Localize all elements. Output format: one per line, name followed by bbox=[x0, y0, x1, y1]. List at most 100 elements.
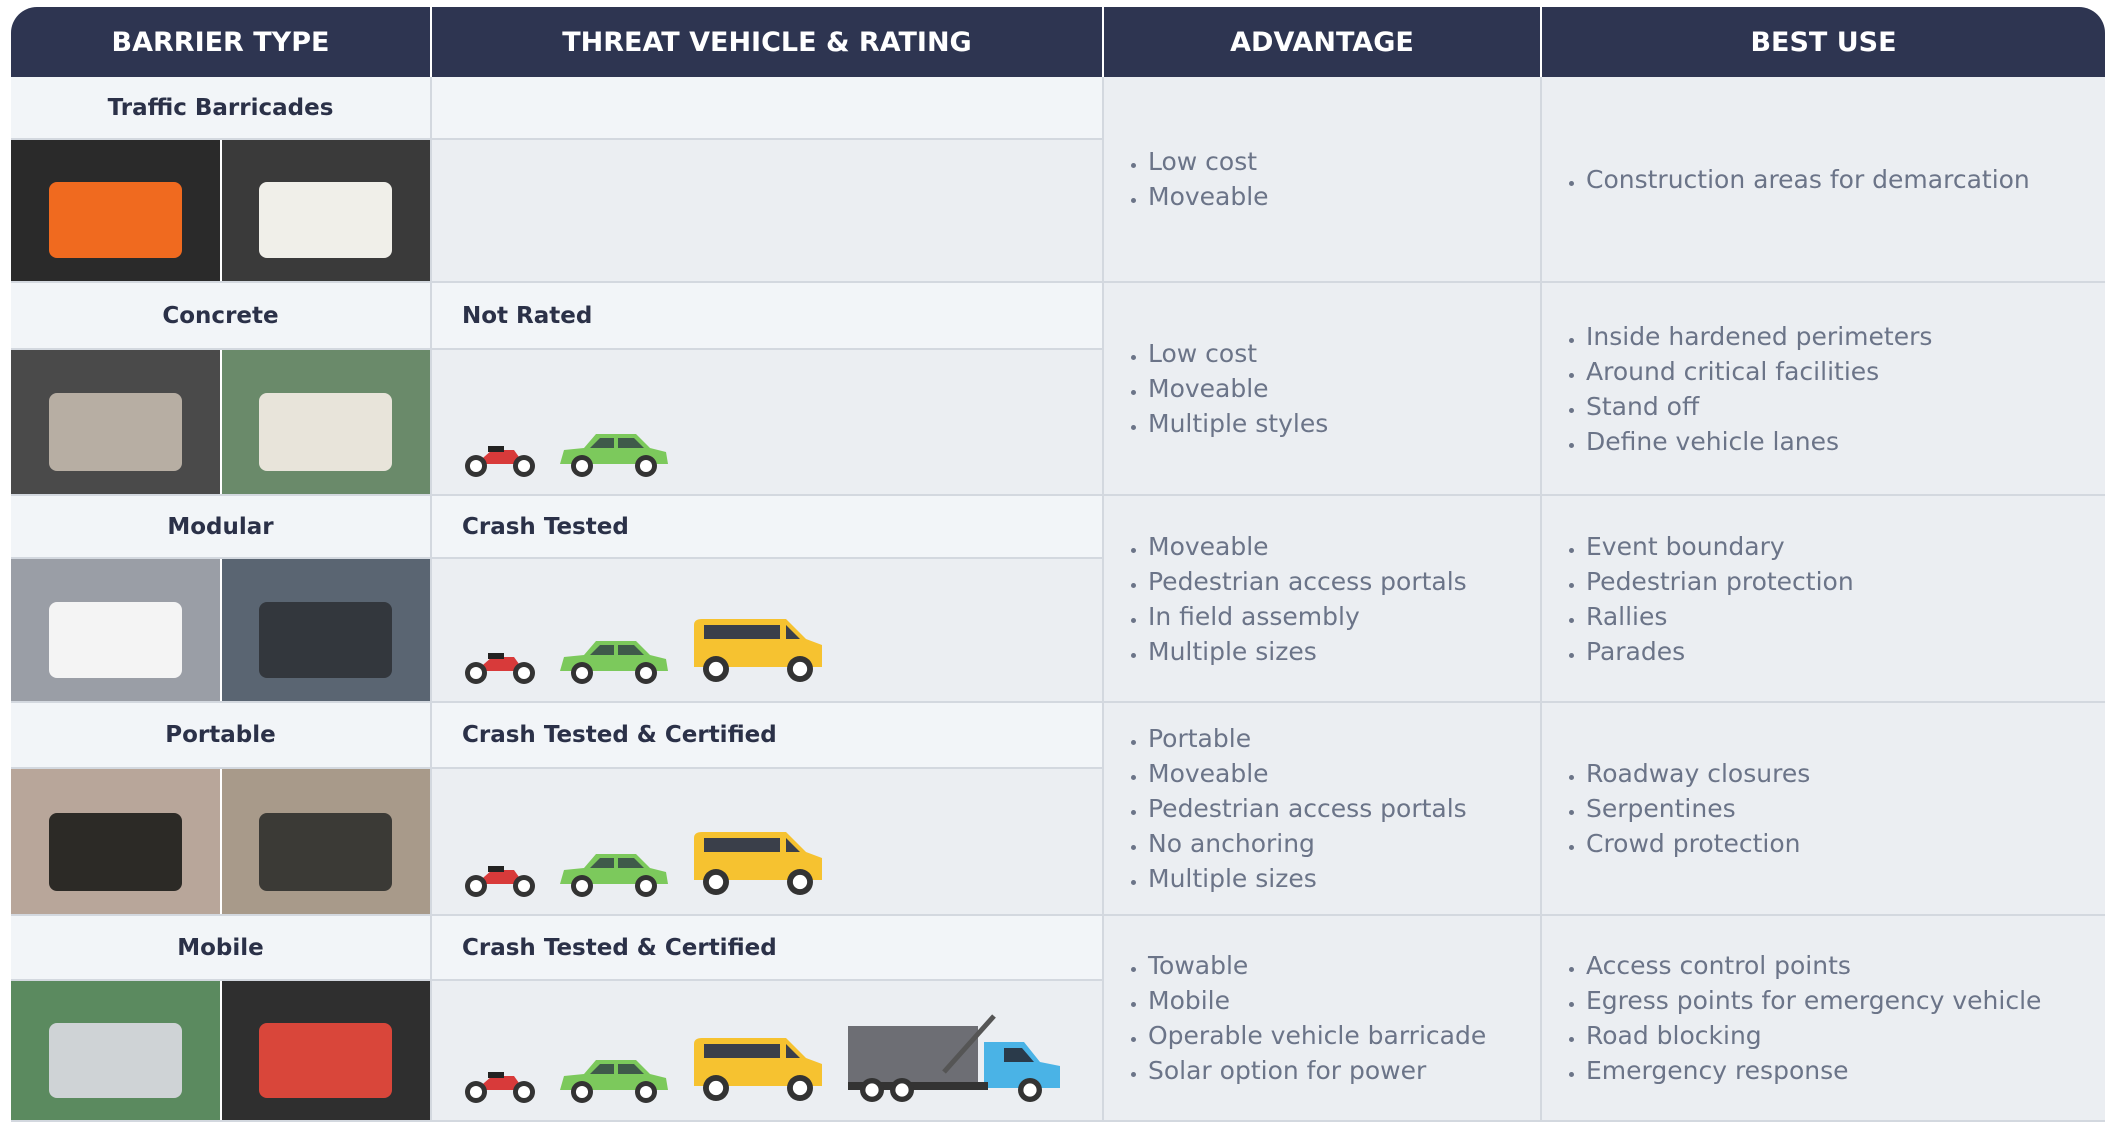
list-item: No anchoring bbox=[1148, 826, 1467, 861]
barrier-type: Traffic Barricades bbox=[11, 77, 432, 140]
list-item: Solar option for power bbox=[1148, 1053, 1486, 1088]
list-item: Pedestrian access portals bbox=[1148, 564, 1467, 599]
list-item: Around critical facilities bbox=[1586, 354, 1932, 389]
list-item: Portable bbox=[1148, 721, 1467, 756]
list-item: Construction areas for demarcation bbox=[1586, 162, 2030, 197]
best-use-list: Construction areas for demarcation bbox=[1542, 162, 2030, 197]
photo bbox=[222, 140, 431, 281]
list-item: Multiple sizes bbox=[1148, 861, 1467, 896]
photo bbox=[222, 559, 431, 701]
threat-rating: Crash Tested & Certified bbox=[432, 703, 1104, 769]
motorcycle-icon bbox=[462, 1060, 538, 1104]
photo bbox=[11, 559, 222, 701]
list-item: Mobile bbox=[1148, 983, 1486, 1018]
list-item: Egress points for emergency vehicle bbox=[1586, 983, 2041, 1018]
threat-rating: Not Rated bbox=[432, 283, 1104, 350]
list-item: Pedestrian access portals bbox=[1148, 791, 1467, 826]
photo-subject bbox=[259, 182, 392, 258]
best-use-cell: Access control pointsEgress points for e… bbox=[1542, 916, 2105, 1122]
list-item: Low cost bbox=[1148, 336, 1328, 371]
list-item: Access control points bbox=[1586, 948, 2041, 983]
barrier-type: Concrete bbox=[11, 283, 432, 350]
threat-vehicles bbox=[432, 140, 1104, 283]
photo-subject bbox=[49, 813, 182, 891]
threat-rating bbox=[432, 77, 1104, 140]
barrier-photo bbox=[11, 140, 432, 283]
photo-subject bbox=[259, 393, 392, 471]
list-item: Crowd protection bbox=[1586, 826, 1810, 861]
photo-subject bbox=[259, 813, 392, 891]
best-use-cell: Construction areas for demarcation bbox=[1542, 77, 2105, 283]
threat-rating: Crash Tested & Certified bbox=[432, 916, 1104, 981]
best-use-list: Inside hardened perimetersAround critica… bbox=[1542, 319, 1932, 459]
motorcycle-icon bbox=[462, 641, 538, 685]
photo bbox=[11, 140, 222, 281]
list-item: Moveable bbox=[1148, 756, 1467, 791]
threat-rating: Crash Tested bbox=[432, 496, 1104, 559]
list-item: Roadway closures bbox=[1586, 756, 1810, 791]
best-use-cell: Inside hardened perimetersAround critica… bbox=[1542, 283, 2105, 496]
advantage-list: MoveablePedestrian access portalsIn fiel… bbox=[1104, 529, 1467, 669]
car-icon bbox=[556, 633, 672, 685]
list-item: Towable bbox=[1148, 948, 1486, 983]
photo-subject bbox=[49, 1023, 182, 1098]
list-item: Moveable bbox=[1148, 529, 1467, 564]
truck-icon bbox=[844, 1012, 1066, 1104]
advantage-cell: TowableMobileOperable vehicle barricadeS… bbox=[1104, 916, 1542, 1122]
car-icon bbox=[556, 846, 672, 898]
list-item: Road blocking bbox=[1586, 1018, 2041, 1053]
column-header: ADVANTAGE bbox=[1104, 7, 1542, 77]
list-item: Define vehicle lanes bbox=[1586, 424, 1932, 459]
photo bbox=[222, 769, 431, 914]
barrier-photo bbox=[11, 559, 432, 703]
threat-vehicles bbox=[432, 350, 1104, 496]
photo bbox=[222, 350, 431, 494]
column-header: BARRIER TYPE bbox=[11, 7, 432, 77]
best-use-cell: Event boundaryPedestrian protectionRalli… bbox=[1542, 496, 2105, 703]
advantage-list: TowableMobileOperable vehicle barricadeS… bbox=[1104, 948, 1486, 1088]
threat-vehicles bbox=[432, 559, 1104, 703]
van-icon bbox=[690, 615, 826, 685]
photo-subject bbox=[49, 182, 182, 258]
barrier-photo bbox=[11, 981, 432, 1122]
list-item: Event boundary bbox=[1586, 529, 1854, 564]
list-item: Pedestrian protection bbox=[1586, 564, 1854, 599]
advantage-cell: Low costMoveable bbox=[1104, 77, 1542, 283]
best-use-list: Event boundaryPedestrian protectionRalli… bbox=[1542, 529, 1854, 669]
list-item: Moveable bbox=[1148, 371, 1328, 406]
van-icon bbox=[690, 1034, 826, 1104]
photo bbox=[11, 350, 222, 494]
column-header: BEST USE bbox=[1542, 7, 2105, 77]
photo-subject bbox=[259, 1023, 392, 1098]
van-icon bbox=[690, 828, 826, 898]
advantage-cell: PortableMoveablePedestrian access portal… bbox=[1104, 703, 1542, 916]
barrier-type: Portable bbox=[11, 703, 432, 769]
list-item: Multiple styles bbox=[1148, 406, 1328, 441]
barrier-type: Mobile bbox=[11, 916, 432, 981]
threat-vehicles bbox=[432, 769, 1104, 916]
best-use-list: Roadway closuresSerpentinesCrowd protect… bbox=[1542, 756, 1810, 861]
threat-vehicles bbox=[432, 981, 1104, 1122]
list-item: Serpentines bbox=[1586, 791, 1810, 826]
barrier-photo bbox=[11, 769, 432, 916]
motorcycle-icon bbox=[462, 434, 538, 478]
best-use-list: Access control pointsEgress points for e… bbox=[1542, 948, 2041, 1088]
photo-subject bbox=[259, 602, 392, 679]
list-item: Parades bbox=[1586, 634, 1854, 669]
list-item: In field assembly bbox=[1148, 599, 1467, 634]
photo-subject bbox=[49, 602, 182, 679]
list-item: Low cost bbox=[1148, 144, 1269, 179]
list-item: Inside hardened perimeters bbox=[1586, 319, 1932, 354]
column-header: THREAT VEHICLE & RATING bbox=[432, 7, 1104, 77]
car-icon bbox=[556, 1052, 672, 1104]
photo bbox=[222, 981, 431, 1120]
barrier-type: Modular bbox=[11, 496, 432, 559]
advantage-list: Low costMoveable bbox=[1104, 144, 1269, 214]
motorcycle-icon bbox=[462, 854, 538, 898]
barrier-photo bbox=[11, 350, 432, 496]
advantage-cell: MoveablePedestrian access portalsIn fiel… bbox=[1104, 496, 1542, 703]
advantage-list: PortableMoveablePedestrian access portal… bbox=[1104, 721, 1467, 896]
car-icon bbox=[556, 426, 672, 478]
best-use-cell: Roadway closuresSerpentinesCrowd protect… bbox=[1542, 703, 2105, 916]
